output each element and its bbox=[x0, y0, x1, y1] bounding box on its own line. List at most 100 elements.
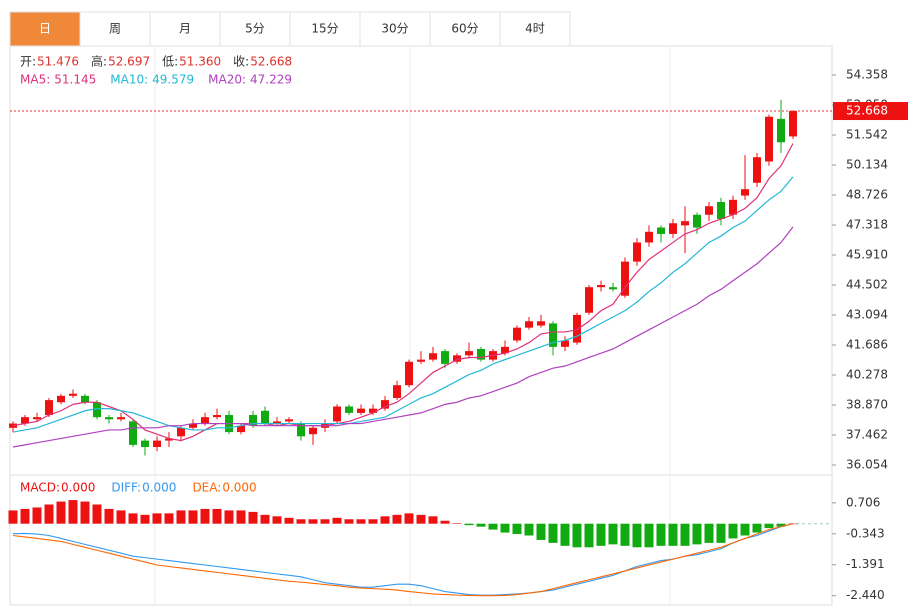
candle-body bbox=[237, 425, 245, 433]
tab-label: 4时 bbox=[525, 22, 545, 36]
macd-bar bbox=[476, 523, 486, 527]
macd-bar bbox=[500, 523, 510, 533]
candle-body bbox=[369, 408, 377, 413]
legend-value: 0.000 bbox=[61, 481, 95, 495]
macd-bar bbox=[380, 516, 390, 524]
candle-body bbox=[693, 214, 701, 228]
tab[interactable] bbox=[429, 11, 501, 47]
macd-bar bbox=[584, 523, 594, 548]
candle-body bbox=[669, 223, 677, 234]
candle-body bbox=[453, 355, 461, 362]
macd-bar bbox=[200, 508, 210, 524]
macd-bar bbox=[236, 510, 246, 524]
candle-body bbox=[417, 359, 425, 362]
macd-bar bbox=[32, 507, 42, 524]
tab-label: 15分 bbox=[311, 22, 338, 36]
ma-line bbox=[12, 226, 794, 448]
quote-label: 高: bbox=[91, 54, 107, 69]
macd-bar bbox=[308, 519, 318, 524]
candle-body bbox=[741, 189, 749, 196]
candle-body bbox=[45, 400, 53, 416]
macd-bar bbox=[296, 519, 306, 524]
y-tick-label: 45.910 bbox=[846, 248, 888, 262]
tab[interactable] bbox=[359, 11, 431, 47]
macd-bar bbox=[392, 514, 402, 524]
tab[interactable] bbox=[219, 11, 291, 47]
candle-body bbox=[21, 417, 29, 424]
macd-bar bbox=[332, 517, 342, 524]
y-tick-label: 0.706 bbox=[846, 495, 880, 509]
candle-body bbox=[585, 287, 593, 313]
candle-body bbox=[657, 227, 665, 234]
macd-bar bbox=[596, 523, 606, 546]
candle-body bbox=[249, 415, 257, 426]
ma-line bbox=[12, 143, 794, 442]
candle-body bbox=[705, 206, 713, 215]
quote-value: 51.360 bbox=[179, 55, 221, 69]
macd-bar bbox=[152, 513, 162, 524]
candle-body bbox=[777, 118, 785, 143]
candle-body bbox=[477, 348, 485, 360]
last-price-label: 52.668 bbox=[846, 104, 888, 118]
macd-bar bbox=[356, 519, 366, 524]
y-tick-label: 43.094 bbox=[846, 308, 888, 322]
macd-bar bbox=[20, 508, 30, 524]
candle-body bbox=[537, 321, 545, 326]
y-tick-label: 37.462 bbox=[846, 428, 888, 442]
candle-body bbox=[513, 327, 521, 341]
tab-label: 60分 bbox=[451, 22, 478, 36]
macd-bar bbox=[320, 519, 330, 524]
macd-bar bbox=[440, 520, 450, 524]
macd-bar bbox=[776, 523, 786, 527]
macd-bar bbox=[488, 523, 498, 530]
macd-bar bbox=[524, 523, 534, 536]
macd-bar bbox=[344, 519, 354, 524]
ma-line bbox=[12, 176, 794, 433]
tab[interactable] bbox=[499, 11, 571, 47]
macd-bar bbox=[128, 513, 138, 524]
macd-bar bbox=[656, 523, 666, 546]
candle-body bbox=[285, 419, 293, 422]
legend-label: MA5: bbox=[20, 73, 50, 87]
macd-bar bbox=[704, 523, 714, 543]
macd-bar bbox=[608, 523, 618, 545]
macd-bar bbox=[452, 523, 462, 524]
macd-bar bbox=[80, 501, 90, 524]
candle-body bbox=[597, 285, 605, 288]
candle-body bbox=[69, 393, 77, 396]
candle-body bbox=[729, 199, 737, 215]
candle-body bbox=[429, 353, 437, 360]
y-tick-label: 40.278 bbox=[846, 368, 888, 382]
macd-bar bbox=[368, 519, 378, 524]
candle-body bbox=[57, 395, 65, 403]
candle-body bbox=[633, 242, 641, 262]
candle-body bbox=[201, 417, 209, 424]
tab[interactable] bbox=[9, 11, 81, 47]
candle-body bbox=[345, 406, 353, 413]
macd-bar bbox=[752, 523, 762, 533]
candle-body bbox=[165, 438, 173, 441]
candle-body bbox=[405, 361, 413, 386]
candle-body bbox=[333, 406, 341, 422]
macd-bar bbox=[188, 510, 198, 524]
macd-bar bbox=[44, 504, 54, 524]
macd-bar bbox=[248, 511, 258, 524]
macd-bar bbox=[620, 523, 630, 546]
macd-bar bbox=[644, 523, 654, 548]
macd-bar bbox=[416, 514, 426, 524]
y-tick-label: 48.726 bbox=[846, 188, 888, 202]
tab[interactable] bbox=[289, 11, 361, 47]
tab[interactable] bbox=[149, 11, 221, 47]
legend-value: 0.000 bbox=[142, 481, 176, 495]
candle-body bbox=[789, 111, 797, 137]
candle-body bbox=[189, 423, 197, 428]
candle-body bbox=[117, 417, 125, 420]
candle-body bbox=[129, 421, 137, 445]
macd-bar bbox=[428, 516, 438, 524]
macd-bar bbox=[692, 523, 702, 545]
legend-value: 49.579 bbox=[152, 73, 194, 87]
candle-body bbox=[441, 351, 449, 364]
candle-body bbox=[297, 423, 305, 437]
candle-body bbox=[357, 408, 365, 413]
candle-body bbox=[141, 440, 149, 447]
